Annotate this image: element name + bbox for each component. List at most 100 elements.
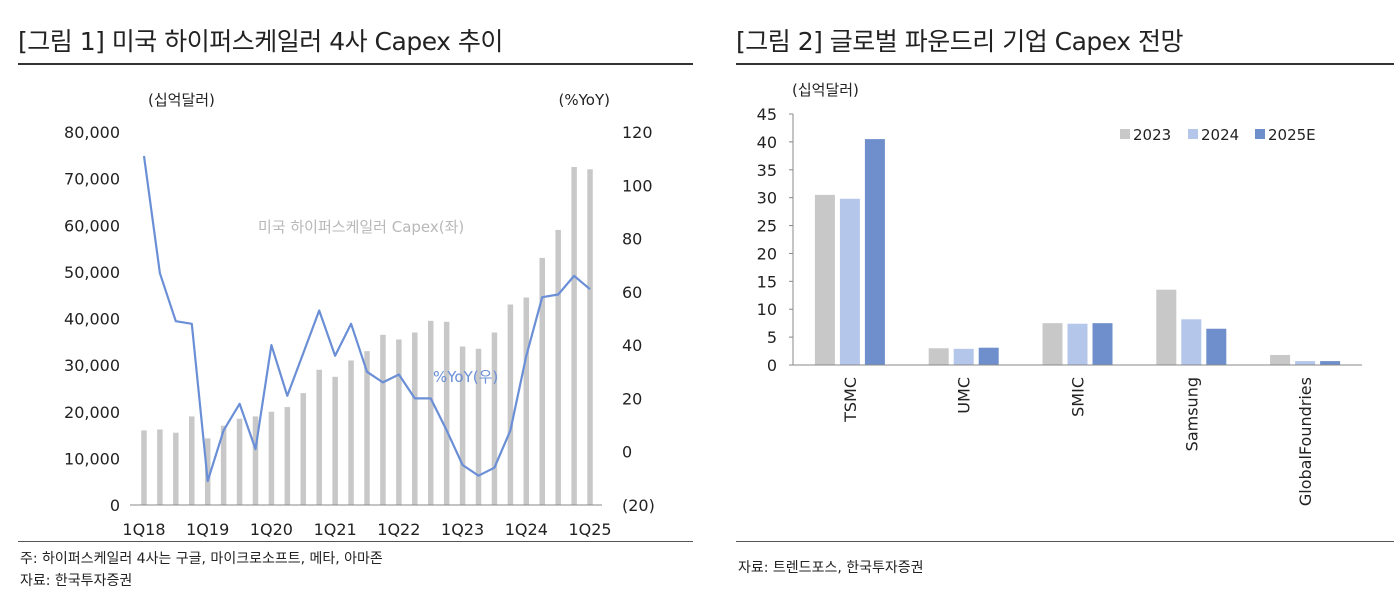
figure1-note: 주: 하이퍼스케일러 4사는 구글, 마이크로소프트, 메타, 아마존	[20, 551, 383, 567]
right-y-tick-label: (20)	[622, 496, 655, 515]
capex-bar	[412, 332, 418, 505]
capex-annotation: 미국 하이퍼스케일러 Capex(좌)	[258, 218, 464, 236]
capex-bar	[332, 376, 338, 505]
figure1-source: 자료: 한국투자증권	[20, 573, 133, 589]
x-tick-label: 1Q23	[441, 520, 484, 539]
category-label: UMC	[955, 377, 974, 414]
x-tick-label: 1Q24	[505, 520, 548, 539]
category-label: SMIC	[1069, 377, 1088, 417]
capex-bar	[396, 339, 402, 505]
y-tick-label: 5	[767, 328, 777, 347]
capex-bar	[316, 369, 322, 505]
bar-2023	[1156, 289, 1177, 365]
y-tick-label: 20	[757, 244, 777, 263]
category-label: GlobalFoundries	[1296, 377, 1315, 506]
bar-2023	[1042, 323, 1063, 365]
capex-bar	[189, 416, 195, 505]
capex-bar	[539, 257, 545, 505]
figure1-chart: (십억달러) (%YoY) 0 10,000 20,000 30,000 40,000 50,…	[64, 91, 655, 539]
capex-bar	[587, 169, 593, 506]
figure2-chart: (십억달러) 0 5 10 15 20 25 30 35 40 45 TSMC UMC SMIC Samsu…	[757, 81, 1362, 506]
legend-label-2024: 2024	[1201, 126, 1239, 144]
legend-label-2023: 2023	[1133, 126, 1171, 144]
figure2-title: [그림 2] 글로벌 파운드리 기업 Capex 전망	[736, 27, 1183, 56]
bar-2024	[1181, 319, 1202, 365]
figure2-source: 자료: 트렌드포스, 한국투자증권	[738, 560, 924, 576]
right-y-tick-label: 120	[622, 123, 653, 142]
capex-bar	[252, 416, 259, 505]
capex-bar	[284, 407, 291, 505]
capex-bar	[300, 393, 307, 505]
x-tick-label: 1Q21	[314, 520, 357, 539]
bar-2025E	[1092, 323, 1113, 365]
category-label: Samsung	[1182, 377, 1201, 451]
capex-bar	[157, 429, 163, 505]
capex-bar	[348, 360, 354, 505]
right-y-tick-label: 60	[622, 283, 642, 302]
capex-bar	[427, 320, 434, 505]
bar-2023	[814, 194, 835, 365]
bar-2025E	[1206, 328, 1227, 365]
right-axis-unit: (%YoY)	[559, 91, 610, 109]
x-tick-label: 1Q22	[377, 520, 420, 539]
y-tick-label: 45	[757, 105, 777, 124]
figure2-bottom-rule	[736, 541, 1394, 542]
legend-swatch-2025E	[1255, 129, 1265, 139]
right-y-tick-label: 100	[622, 176, 653, 195]
capex-bar	[459, 346, 466, 505]
x-tick-label: 1Q20	[250, 520, 293, 539]
capex-bar	[141, 430, 147, 505]
category-label: TSMC	[841, 377, 860, 423]
yoy-line	[142, 155, 591, 483]
y-tick-label: 25	[757, 217, 777, 236]
figure1-bottom-rule	[18, 541, 693, 542]
figure2-panel: [그림 2] 글로벌 파운드리 기업 Capex 전망 (십억달러) 0 5 10 15…	[700, 0, 1394, 602]
bar-2024	[1295, 361, 1316, 365]
capex-bar	[571, 166, 577, 505]
capex-bar	[491, 332, 498, 505]
legend-swatch-2024	[1188, 129, 1198, 139]
x-tick-label: 1Q18	[122, 520, 165, 539]
capex-bar	[380, 334, 386, 505]
y-axis-unit: (십억달러)	[792, 81, 859, 99]
x-tick-label: 1Q19	[186, 520, 229, 539]
figure2-top-rule	[736, 63, 1394, 65]
bar-2023	[1270, 354, 1291, 365]
y-tick-label: 15	[757, 272, 777, 291]
capex-bar	[523, 297, 530, 505]
left-y-tick-label: 70,000	[64, 170, 120, 189]
bar-2025E	[864, 139, 885, 365]
bar-2023	[928, 348, 949, 365]
legend-label-2025E: 2025E	[1268, 126, 1316, 144]
capex-bar	[555, 229, 561, 505]
capex-bar	[475, 348, 482, 505]
left-y-tick-label: 80,000	[64, 123, 120, 142]
right-y-tick-label: 80	[622, 230, 642, 249]
left-y-tick-label: 30,000	[64, 356, 120, 375]
y-tick-label: 30	[757, 189, 777, 208]
figure1-top-rule	[18, 63, 693, 65]
right-y-tick-label: 40	[622, 336, 642, 355]
capex-bar	[364, 351, 370, 505]
capex-bar	[173, 432, 179, 505]
capex-bar	[443, 321, 450, 505]
left-y-tick-label: 20,000	[64, 403, 120, 422]
left-y-tick-label: 50,000	[64, 263, 120, 282]
y-tick-label: 40	[757, 133, 777, 152]
legend-swatch-2023	[1120, 129, 1130, 139]
capex-bar	[220, 425, 227, 505]
x-tick-label: 1Q25	[568, 520, 611, 539]
left-axis-unit: (십억달러)	[148, 91, 215, 109]
right-y-tick-label: 20	[622, 389, 642, 408]
capex-bar	[507, 304, 514, 505]
bar-2025E	[978, 347, 999, 365]
figure1-title: [그림 1] 미국 하이퍼스케일러 4사 Capex 추이	[18, 27, 503, 56]
capex-bar	[236, 418, 243, 505]
y-tick-label: 0	[767, 356, 777, 375]
bar-2025E	[1320, 361, 1341, 365]
bar-2024	[953, 348, 974, 365]
capex-bar	[268, 411, 275, 505]
left-y-tick-label: 0	[110, 496, 120, 515]
left-y-tick-label: 60,000	[64, 216, 120, 235]
yoy-annotation: %YoY(우)	[433, 368, 498, 386]
